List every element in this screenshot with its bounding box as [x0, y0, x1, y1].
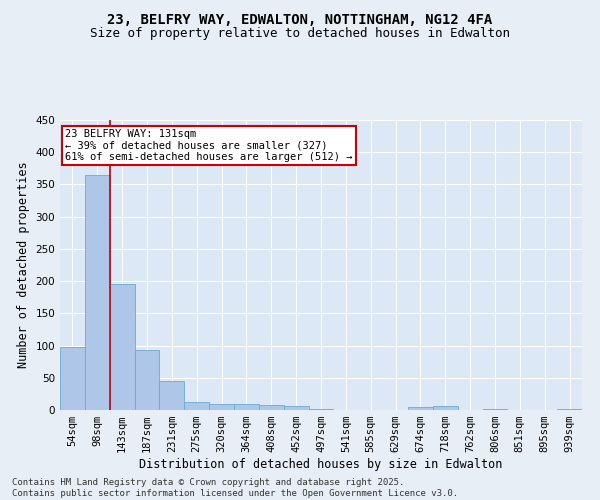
X-axis label: Distribution of detached houses by size in Edwalton: Distribution of detached houses by size … — [139, 458, 503, 471]
Bar — [134, 350, 160, 410]
Bar — [110, 284, 134, 410]
Bar — [184, 402, 209, 410]
Text: Contains HM Land Registry data © Crown copyright and database right 2025.
Contai: Contains HM Land Registry data © Crown c… — [12, 478, 458, 498]
Y-axis label: Number of detached properties: Number of detached properties — [17, 162, 30, 368]
Text: 23, BELFRY WAY, EDWALTON, NOTTINGHAM, NG12 4FA: 23, BELFRY WAY, EDWALTON, NOTTINGHAM, NG… — [107, 12, 493, 26]
Bar — [482, 408, 508, 410]
Text: Size of property relative to detached houses in Edwalton: Size of property relative to detached ho… — [90, 28, 510, 40]
Bar — [160, 381, 184, 410]
Bar — [284, 406, 308, 410]
Bar — [209, 404, 234, 410]
Bar — [557, 408, 582, 410]
Bar — [60, 347, 85, 410]
Bar — [85, 175, 110, 410]
Bar — [408, 407, 433, 410]
Bar — [259, 406, 284, 410]
Bar — [234, 404, 259, 410]
Text: 23 BELFRY WAY: 131sqm
← 39% of detached houses are smaller (327)
61% of semi-det: 23 BELFRY WAY: 131sqm ← 39% of detached … — [65, 128, 353, 162]
Bar — [433, 406, 458, 410]
